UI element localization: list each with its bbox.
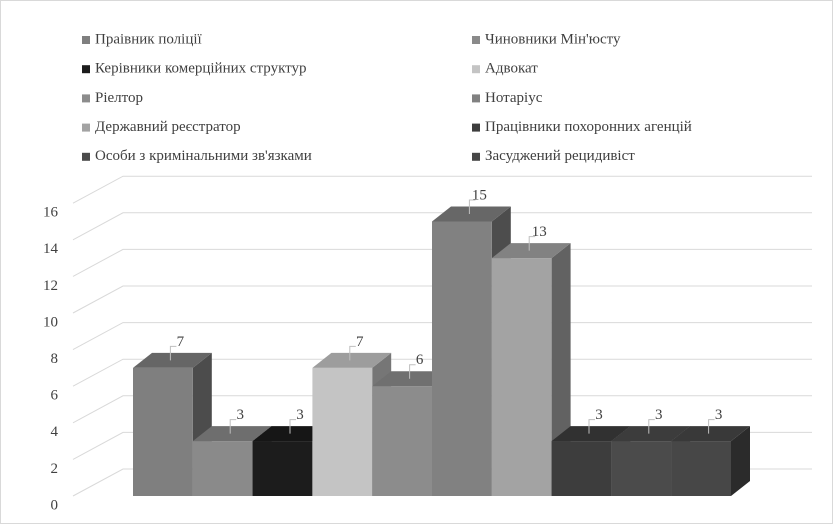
bar-top [551, 426, 631, 442]
bar [372, 386, 432, 496]
bar-top [252, 426, 332, 442]
label-leader [528, 236, 536, 251]
legend-swatch [82, 65, 90, 74]
data-label: 7 [177, 334, 185, 350]
legend-swatch [472, 36, 480, 44]
y-tick-label: 0 [51, 497, 59, 513]
label-leader [229, 419, 237, 434]
label-leader [169, 345, 177, 361]
grid-line [72, 212, 812, 241]
y-tick-label: 10 [43, 314, 58, 330]
legend-label: Особи з кримінальними зв'язками [95, 148, 312, 164]
data-label: 3 [715, 407, 723, 423]
legend-swatch [82, 94, 90, 103]
label-leader [289, 419, 296, 434]
legend-swatch [472, 152, 480, 161]
y-tick-label: 6 [51, 388, 59, 404]
data-label: 3 [236, 407, 244, 423]
data-label: 7 [356, 334, 364, 350]
data-label: 15 [472, 187, 487, 203]
label-leader [349, 345, 356, 361]
bar [432, 221, 492, 496]
legend-label: Чиновники Мін'юсту [485, 31, 621, 47]
grid-line [72, 358, 812, 387]
bar [551, 441, 612, 496]
legend-swatch [82, 152, 90, 161]
legend-label: Ріелтор [95, 90, 143, 106]
bar-top [192, 426, 272, 442]
bar-top [432, 206, 511, 222]
y-tick-label: 8 [51, 351, 59, 367]
bar-top [312, 352, 392, 368]
legend-label: Державний реєстратор [95, 119, 241, 135]
y-tick-label: 14 [43, 241, 59, 257]
grid-line [72, 285, 812, 314]
legend-label: Нотаріус [485, 90, 543, 106]
legend-swatch [472, 94, 480, 103]
grid-line [72, 175, 812, 204]
bar [611, 441, 672, 496]
legend-label: Засуджений рецидивіст [485, 148, 635, 164]
y-tick-label: 4 [51, 424, 59, 440]
data-label: 3 [296, 407, 304, 423]
grid-line [72, 395, 812, 424]
y-tick-label: 2 [51, 461, 59, 477]
legend-swatch [82, 123, 90, 132]
label-leader [648, 419, 655, 434]
bar [133, 367, 193, 496]
label-leader [468, 199, 476, 214]
label-leader [708, 419, 715, 434]
label-leader [409, 364, 416, 379]
bar [252, 441, 313, 496]
bar-side [731, 426, 750, 496]
bar [671, 441, 731, 496]
bar-top [133, 352, 212, 368]
legend-swatch [472, 123, 480, 132]
data-label: 3 [595, 407, 603, 423]
label-leader [588, 419, 595, 434]
bar [312, 367, 373, 496]
legend-label: Адвокат [485, 61, 538, 77]
bar-top [372, 371, 451, 387]
bar [192, 441, 253, 496]
bar-top [611, 426, 691, 442]
y-tick-label: 16 [43, 205, 59, 221]
legend-label: Керівники комерційних структур [95, 61, 307, 77]
data-label: 3 [655, 407, 663, 423]
data-label: 13 [532, 224, 547, 240]
grid-line [72, 322, 812, 351]
y-tick-label: 12 [43, 278, 58, 294]
bar-top [491, 243, 571, 259]
legend-label: Працівники похоронних агенцій [485, 119, 692, 135]
bar-top [671, 426, 750, 442]
data-label: 6 [416, 352, 424, 368]
legend-swatch [472, 65, 480, 74]
legend-label: Праівник поліції [95, 31, 203, 47]
bar [491, 258, 552, 496]
grid-line [72, 248, 812, 277]
legend-swatch [82, 36, 90, 44]
